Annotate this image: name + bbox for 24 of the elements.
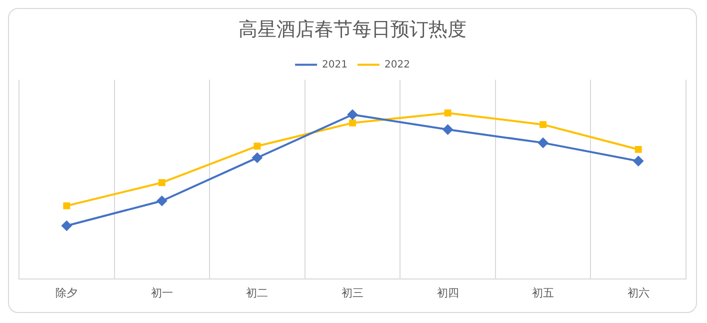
point: [633, 156, 644, 166]
x-tick-label: 初二: [246, 286, 268, 300]
x-tick-label: 除夕: [56, 286, 78, 300]
chart-title: 高星酒店春节每日预订热度: [238, 18, 466, 40]
point: [538, 138, 548, 148]
point: [634, 146, 642, 153]
x-tick-label: 初三: [342, 286, 364, 300]
point: [540, 121, 547, 128]
point: [254, 142, 261, 150]
point: [252, 152, 262, 163]
point: [158, 179, 166, 186]
x-tick-label: 初六: [627, 286, 650, 300]
point: [442, 124, 453, 135]
point: [349, 119, 356, 126]
point: [348, 110, 358, 120]
x-tick-label: 初四: [436, 286, 459, 300]
point: [63, 202, 70, 210]
point: [62, 220, 72, 231]
x-tick-label: 初一: [150, 286, 173, 300]
legend-label: 2021: [322, 59, 348, 70]
legend-label: 2022: [384, 59, 410, 70]
point: [444, 109, 452, 116]
point: [156, 196, 167, 206]
x-tick-label: 初五: [532, 286, 554, 300]
